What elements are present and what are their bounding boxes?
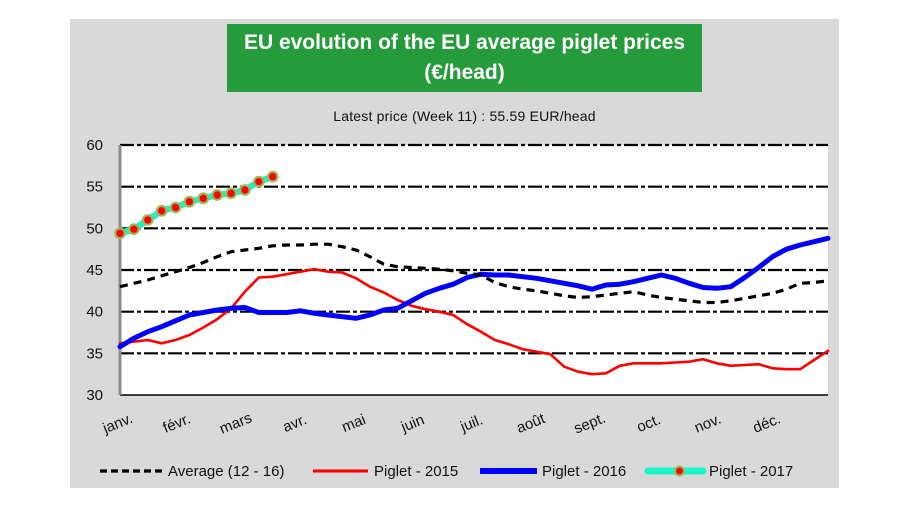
data-point-marker <box>114 227 126 240</box>
x-tick-label: nov. <box>692 411 724 437</box>
x-tick-label: févr. <box>160 410 193 436</box>
x-tick-label: août <box>514 410 548 437</box>
legend-label: Piglet - 2017 <box>709 463 793 480</box>
data-point-marker <box>211 189 224 201</box>
y-tick-label: 60 <box>86 137 103 154</box>
y-tick-label: 40 <box>86 304 103 321</box>
series-group <box>114 170 831 376</box>
chart-subtitle: Latest price (Week 11) : 55.59 EUR/head <box>333 108 596 124</box>
legend-label: Average (12 - 16) <box>168 463 284 480</box>
x-tick-label: janv. <box>100 410 136 438</box>
series-line-piglet-2015 <box>118 267 830 376</box>
data-point-marker <box>197 192 210 205</box>
y-tick-label: 30 <box>86 387 103 404</box>
data-point-marker <box>155 204 168 217</box>
legend-label: Piglet - 2016 <box>542 463 626 480</box>
y-tick-label: 55 <box>86 179 103 196</box>
x-tick-label: mai <box>339 411 368 436</box>
data-point-marker <box>239 184 251 196</box>
legend-marker <box>674 465 685 477</box>
x-tick-label: juin <box>398 411 427 436</box>
x-tick-label: mars <box>217 409 254 437</box>
x-tick-label: sept. <box>572 410 609 438</box>
legend: Average (12 - 16) Piglet - 2015 Piglet - 2… <box>100 463 793 480</box>
y-tick-label: 35 <box>86 345 103 362</box>
y-tick-label: 45 <box>86 262 103 279</box>
x-tick-label: oct. <box>634 411 663 436</box>
legend-label: Piglet - 2015 <box>374 463 458 480</box>
series-line-piglet-2016 <box>117 235 831 350</box>
x-tick-label: déc. <box>750 410 783 436</box>
data-point-marker <box>183 195 196 208</box>
y-tick-label: 50 <box>86 220 103 237</box>
data-point-marker <box>252 175 265 188</box>
data-point-marker <box>266 170 279 183</box>
data-point-marker <box>169 201 182 214</box>
x-axis-months: janv. févr. mars avr. mai juin juil. août sept. o… <box>100 409 784 437</box>
data-point-marker <box>225 187 237 200</box>
data-point-marker <box>141 214 154 226</box>
x-tick-label: juil. <box>457 411 485 436</box>
data-point-marker <box>127 223 140 236</box>
series-line-average-12-16- <box>119 242 829 305</box>
chart-title-box: EU evolution of the EU average piglet pr… <box>227 24 702 92</box>
chart-title-unit: (€/head) <box>424 61 505 84</box>
y-axis-ticks: 30 35 40 45 50 55 60 <box>86 137 103 404</box>
gridlines <box>120 143 828 355</box>
chart-title: EU evolution of the EU average piglet pr… <box>243 31 686 54</box>
x-tick-label: avr. <box>280 411 309 436</box>
